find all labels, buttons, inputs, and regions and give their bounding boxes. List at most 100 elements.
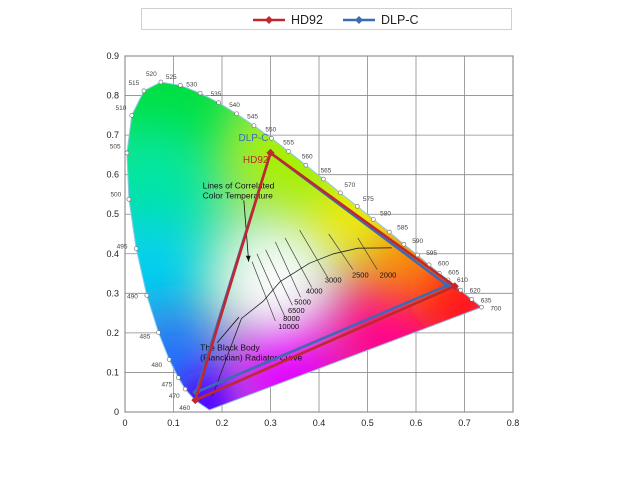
x-tick-label: 0.7 bbox=[458, 418, 471, 428]
planckian-curve bbox=[211, 247, 392, 397]
x-tick-label: 0.1 bbox=[167, 418, 180, 428]
wavelength-label: 530 bbox=[186, 82, 197, 89]
wavelength-label: 520 bbox=[146, 71, 157, 78]
wavelength-label: 525 bbox=[166, 74, 177, 81]
x-tick-label: 0.6 bbox=[410, 418, 423, 428]
y-tick-label: 0.3 bbox=[106, 288, 119, 298]
wavelength-label: 560 bbox=[302, 153, 313, 160]
wavelength-marker bbox=[401, 241, 407, 247]
gamut-point-hd92 bbox=[266, 148, 275, 157]
wavelength-label: 515 bbox=[128, 80, 139, 87]
legend-item-hd92: HD92 bbox=[252, 11, 323, 29]
wavelength-marker bbox=[124, 150, 130, 156]
wavelength-label: 510 bbox=[116, 105, 127, 112]
wavelength-label: 610 bbox=[457, 277, 468, 284]
gamut-series: DLP-C HD92 bbox=[191, 133, 459, 405]
x-tick-label: 0.5 bbox=[361, 418, 374, 428]
wavelength-marker bbox=[303, 162, 309, 168]
wavelength-label: 620 bbox=[470, 288, 481, 295]
wavelength-marker bbox=[469, 296, 475, 302]
y-tick-label: 0.9 bbox=[106, 51, 119, 61]
cct-label: 2000 bbox=[380, 271, 397, 280]
wavelength-label: 545 bbox=[247, 114, 258, 121]
wavelength-marker bbox=[371, 217, 376, 222]
legend: HD92 DLP-C bbox=[141, 8, 512, 30]
annotation-arrowhead bbox=[245, 255, 251, 262]
cct-label: 5000 bbox=[294, 297, 311, 306]
planckian-locus bbox=[211, 247, 392, 397]
cct-label: 3000 bbox=[325, 275, 342, 284]
y-tick-label: 0.4 bbox=[106, 249, 119, 259]
wavelength-marker bbox=[269, 135, 274, 141]
wavelength-marker bbox=[129, 113, 135, 118]
wavelength-marker bbox=[156, 330, 161, 335]
cct-line bbox=[299, 229, 329, 278]
annotation-text: The Black Body bbox=[200, 343, 260, 353]
cct-label: 2500 bbox=[352, 271, 369, 280]
y-tick-label: 0 bbox=[114, 407, 119, 417]
wavelength-label: 500 bbox=[110, 191, 121, 198]
cct-line bbox=[357, 237, 378, 270]
x-tick-label: 0.8 bbox=[507, 418, 520, 428]
wavelength-label: 595 bbox=[426, 250, 437, 257]
wavelength-label: 590 bbox=[412, 238, 423, 245]
cct-label: 8000 bbox=[283, 314, 300, 323]
annotation-text: Lines of Correlated bbox=[203, 181, 275, 191]
gamut-point-hd92 bbox=[191, 396, 200, 405]
x-tick-label: 0.3 bbox=[264, 418, 277, 428]
annotation-text: Color Temperature bbox=[203, 190, 274, 200]
wavelength-label: 475 bbox=[161, 381, 172, 388]
wavelength-label: 570 bbox=[344, 182, 355, 189]
wavelength-label: 470 bbox=[169, 393, 180, 400]
wavelength-marker bbox=[144, 293, 150, 298]
x-tick-label: 0.2 bbox=[216, 418, 229, 428]
legend-swatch-dlp-c bbox=[343, 16, 375, 24]
x-tick-label: 0.4 bbox=[313, 418, 326, 428]
cct-line bbox=[256, 253, 286, 318]
wavelength-label: 580 bbox=[380, 211, 391, 218]
wavelength-marker bbox=[141, 88, 147, 94]
wavelength-marker bbox=[126, 196, 132, 202]
axes: 0 0.1 0.2 0.3 0.4 0.5 0.6 0.7 0.8 0 0.1 0.2 0.3 0.4 0.… bbox=[106, 51, 519, 428]
y-tick-label: 0.2 bbox=[106, 328, 119, 338]
locus-color-blend bbox=[126, 213, 210, 334]
gamut-line-hd92 bbox=[194, 151, 457, 402]
wavelength-marker bbox=[177, 82, 183, 88]
y-tick-label: 0.8 bbox=[106, 91, 119, 101]
x-tick-label: 0 bbox=[122, 418, 127, 428]
wavelength-label: 555 bbox=[283, 139, 294, 146]
cct-label: 10000 bbox=[278, 322, 299, 331]
cct-label: 4000 bbox=[306, 286, 323, 295]
legend-label-hd92: HD92 bbox=[291, 13, 323, 27]
wavelength-label: 535 bbox=[211, 91, 222, 98]
wavelength-marker bbox=[458, 287, 463, 293]
cct-line bbox=[251, 261, 276, 322]
cct-line bbox=[275, 241, 301, 298]
series-label-dlp-c: DLP-C bbox=[238, 133, 268, 144]
wavelength-label: 635 bbox=[481, 297, 492, 304]
legend-item-dlp-c: DLP-C bbox=[342, 11, 419, 29]
wavelength-label: 585 bbox=[397, 225, 408, 232]
wavelength-marker bbox=[176, 375, 181, 380]
y-tick-label: 0.6 bbox=[106, 170, 119, 180]
wavelength-marker bbox=[197, 90, 203, 96]
annotation-text: (Planckian) Radiator Curve bbox=[200, 353, 302, 363]
cct-label: 6500 bbox=[288, 306, 305, 315]
wavelength-label: 490 bbox=[127, 293, 138, 300]
spectral-locus-wavelength-marks: 460 470 475 480 485 490 495 500 505 510 515 520 525 5… bbox=[110, 71, 502, 412]
legend-label-dlp-c: DLP-C bbox=[381, 13, 419, 27]
gamut-point-hd92 bbox=[450, 282, 459, 291]
y-tick-label: 0.5 bbox=[106, 209, 119, 219]
wavelength-label: 700 bbox=[490, 306, 501, 313]
wavelength-marker bbox=[415, 252, 420, 258]
wavelength-label: 495 bbox=[117, 243, 128, 250]
wavelength-label: 600 bbox=[438, 261, 449, 268]
series-label-hd92: HD92 bbox=[243, 155, 269, 166]
wavelength-label: 540 bbox=[229, 102, 240, 109]
wavelength-marker bbox=[355, 204, 360, 209]
wavelength-marker bbox=[479, 304, 484, 310]
wavelength-label: 575 bbox=[363, 196, 374, 203]
wavelength-marker bbox=[158, 79, 164, 85]
wavelength-marker bbox=[251, 123, 257, 128]
